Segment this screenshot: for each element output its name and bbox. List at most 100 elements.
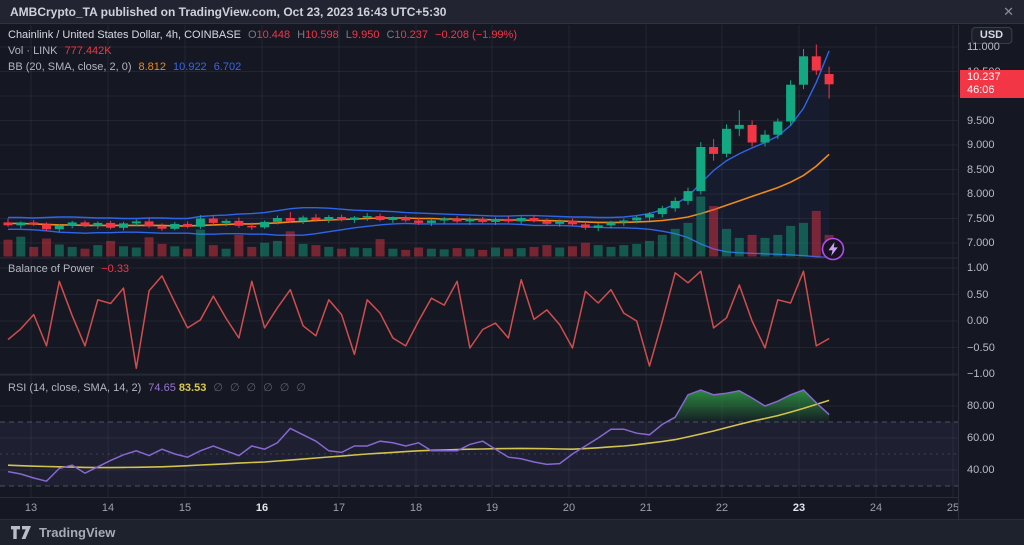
volume-bar	[54, 244, 64, 257]
candle-body	[503, 219, 513, 222]
bollinger-legend[interactable]: BB (20, SMA, close, 2, 0) 8.812 10.922 6.70…	[8, 61, 241, 73]
volume-bar	[170, 246, 180, 257]
volume-bar	[465, 248, 475, 257]
volume-bar	[645, 240, 654, 257]
volume-bar	[452, 248, 462, 257]
candle-body	[734, 124, 744, 129]
volume-bar	[439, 249, 449, 257]
volume-bar	[298, 243, 308, 257]
scale-label: 8.000	[967, 188, 995, 200]
rsi-sma-line	[7, 399, 830, 469]
volume-bar	[670, 228, 680, 257]
volume-bar	[3, 239, 13, 257]
last-price-label: 10.237 46:06	[960, 70, 1024, 99]
candle-body	[414, 220, 424, 223]
volume-bar	[657, 234, 667, 257]
volume-bar	[337, 248, 347, 257]
scale-label: 11.000	[967, 41, 1000, 53]
candle-body	[183, 223, 193, 227]
symbol-legend[interactable]: Chainlink / United States Dollar, 4h, CO…	[8, 29, 517, 41]
ohlc-values: O10.448 H10.598 L9.950 C10.237 −0.208 (−1.99…	[247, 29, 517, 41]
scale-label: 60.00	[967, 432, 995, 444]
volume-bar	[786, 225, 796, 257]
volume-bar	[747, 234, 757, 257]
volume-bar	[144, 237, 154, 257]
candle-body	[747, 124, 757, 143]
candle-body	[645, 214, 654, 218]
publication-text: AMBCrypto_TA published on TradingView.co…	[10, 4, 447, 19]
bb-fill	[8, 50, 830, 258]
tradingview-brand[interactable]: TradingView	[39, 525, 116, 540]
price-scale[interactable]: USD 11.00010.5009.5009.0008.5008.0007.50…	[958, 25, 1024, 519]
candle-body	[542, 220, 552, 224]
scale-label: 1.00	[967, 262, 989, 274]
volume-bar	[260, 242, 270, 257]
candle-body	[593, 225, 603, 228]
tradingview-logo-icon[interactable]	[10, 525, 32, 540]
volume-bar	[811, 210, 821, 257]
time-axis[interactable]: 13 14 15 16 17 18 19 20 21 22 23 24 25	[0, 497, 959, 519]
main-pane	[3, 44, 834, 258]
rsi-empty-values: ∅ ∅ ∅ ∅ ∅ ∅	[213, 382, 306, 394]
volume-bar	[503, 248, 513, 257]
close-icon[interactable]: ✕	[1003, 4, 1014, 19]
candle-body	[439, 218, 449, 221]
volume-bar	[195, 229, 205, 257]
volume-bar	[349, 247, 359, 257]
volume-bar	[555, 247, 565, 257]
time-axis-label: 14	[101, 502, 115, 514]
candle-body	[119, 223, 128, 228]
candle-body	[606, 222, 616, 226]
footer-bar: TradingView	[0, 519, 1024, 545]
bb-label: BB (20, SMA, close, 2, 0)	[8, 61, 132, 73]
volume-bar	[183, 248, 193, 257]
volume-bar	[414, 247, 424, 257]
boost-lightning-icon[interactable]	[821, 237, 845, 261]
rsi-legend[interactable]: RSI (14, close, SMA, 14, 2) 74.65 83.53 ∅ ∅ ∅…	[8, 381, 306, 394]
volume-bar	[93, 245, 103, 257]
rsi-pane	[0, 389, 958, 487]
candle-body	[568, 220, 577, 225]
volume-bar	[478, 249, 488, 257]
volume-bar	[285, 231, 295, 257]
volume-bar	[42, 238, 51, 257]
candle-body	[811, 56, 821, 71]
candle-body	[580, 224, 590, 228]
currency-button[interactable]: USD	[970, 27, 1013, 44]
scale-label: 9.000	[967, 139, 995, 151]
volume-bar	[542, 245, 552, 257]
candle-body	[298, 217, 308, 221]
volume-bar	[516, 248, 526, 257]
balance-of-power-legend[interactable]: Balance of Power −0.33	[8, 263, 129, 275]
candle-body	[452, 218, 462, 222]
candle-body	[221, 220, 231, 223]
rsi-label: RSI (14, close, SMA, 14, 2)	[8, 382, 142, 394]
chart-canvas[interactable]	[0, 25, 958, 497]
volume-bar	[606, 246, 616, 257]
volume-bar	[375, 239, 385, 257]
volume-bar	[208, 245, 218, 257]
candle-body	[260, 221, 270, 228]
volume-bar	[106, 240, 116, 257]
candle-body	[529, 218, 539, 221]
volume-bar	[272, 240, 282, 257]
volume-bar	[362, 248, 372, 257]
candle-body	[131, 221, 141, 224]
candle-body	[478, 219, 488, 222]
rsi-value: 74.65	[148, 382, 176, 394]
candle-body	[709, 147, 719, 154]
time-axis-label: 22	[715, 502, 729, 514]
candle-body	[401, 218, 411, 221]
volume-bar	[119, 246, 128, 257]
volume-bar	[221, 248, 231, 257]
volume-legend[interactable]: Vol · LINK 777.442K	[8, 45, 112, 57]
candle-body	[696, 147, 706, 192]
candle-body	[516, 218, 526, 222]
bop-label: Balance of Power	[8, 263, 95, 275]
candle-body	[362, 216, 372, 218]
time-axis-label: 21	[639, 502, 653, 514]
candle-body	[247, 225, 257, 228]
candle-body	[375, 216, 385, 220]
rsi-sma-value: 83.53	[178, 382, 207, 394]
